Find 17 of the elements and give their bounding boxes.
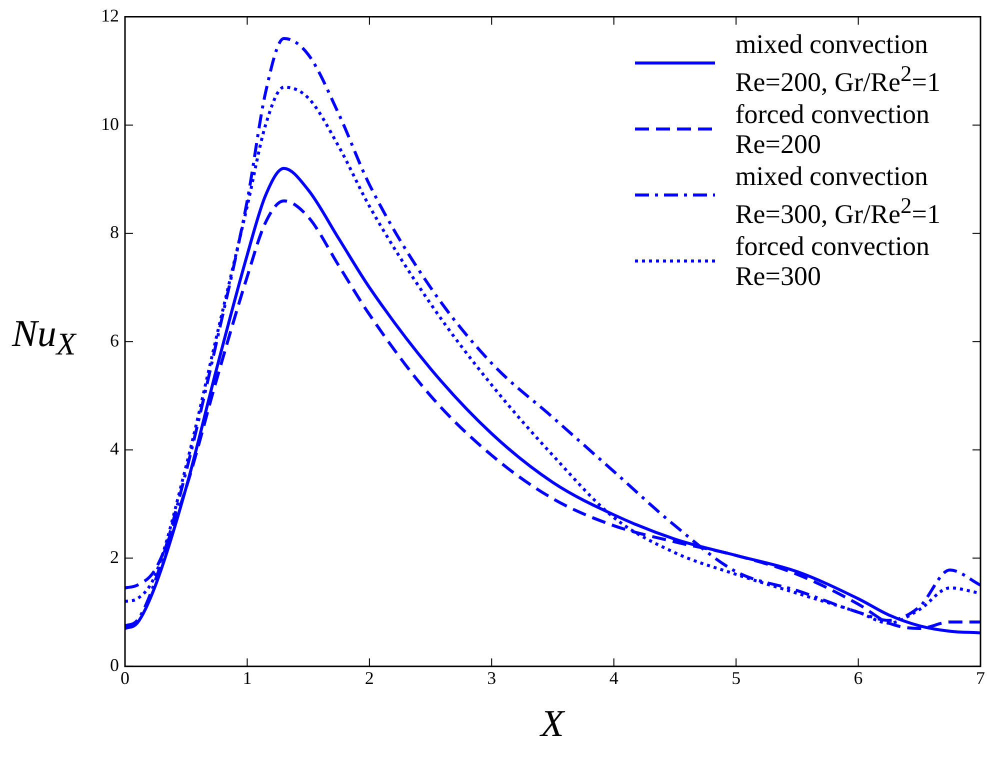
- x-tick-label: 6: [854, 668, 863, 688]
- y-tick-label: 2: [110, 546, 119, 567]
- y-tick-label: 8: [110, 222, 119, 242]
- y-tick-label: 4: [110, 438, 119, 459]
- x-tick-label: 1: [242, 668, 252, 688]
- x-tick-label: 2: [364, 668, 374, 688]
- x-tick-label: 4: [609, 668, 618, 688]
- legend-label: forced convection Re=300: [735, 230, 930, 291]
- y-tick-label: 0: [110, 655, 119, 676]
- y-axis-title: Nu$_{X}$: [12, 312, 76, 362]
- y-tick-label: 10: [101, 114, 119, 134]
- x-tick-label: 3: [487, 668, 496, 688]
- x-tick-label: 7: [976, 668, 985, 688]
- x-tick-label: 5: [732, 668, 741, 688]
- y-tick-label: 12: [101, 6, 119, 26]
- y-tick-label: 6: [110, 330, 119, 350]
- x-axis-title: X: [540, 702, 564, 746]
